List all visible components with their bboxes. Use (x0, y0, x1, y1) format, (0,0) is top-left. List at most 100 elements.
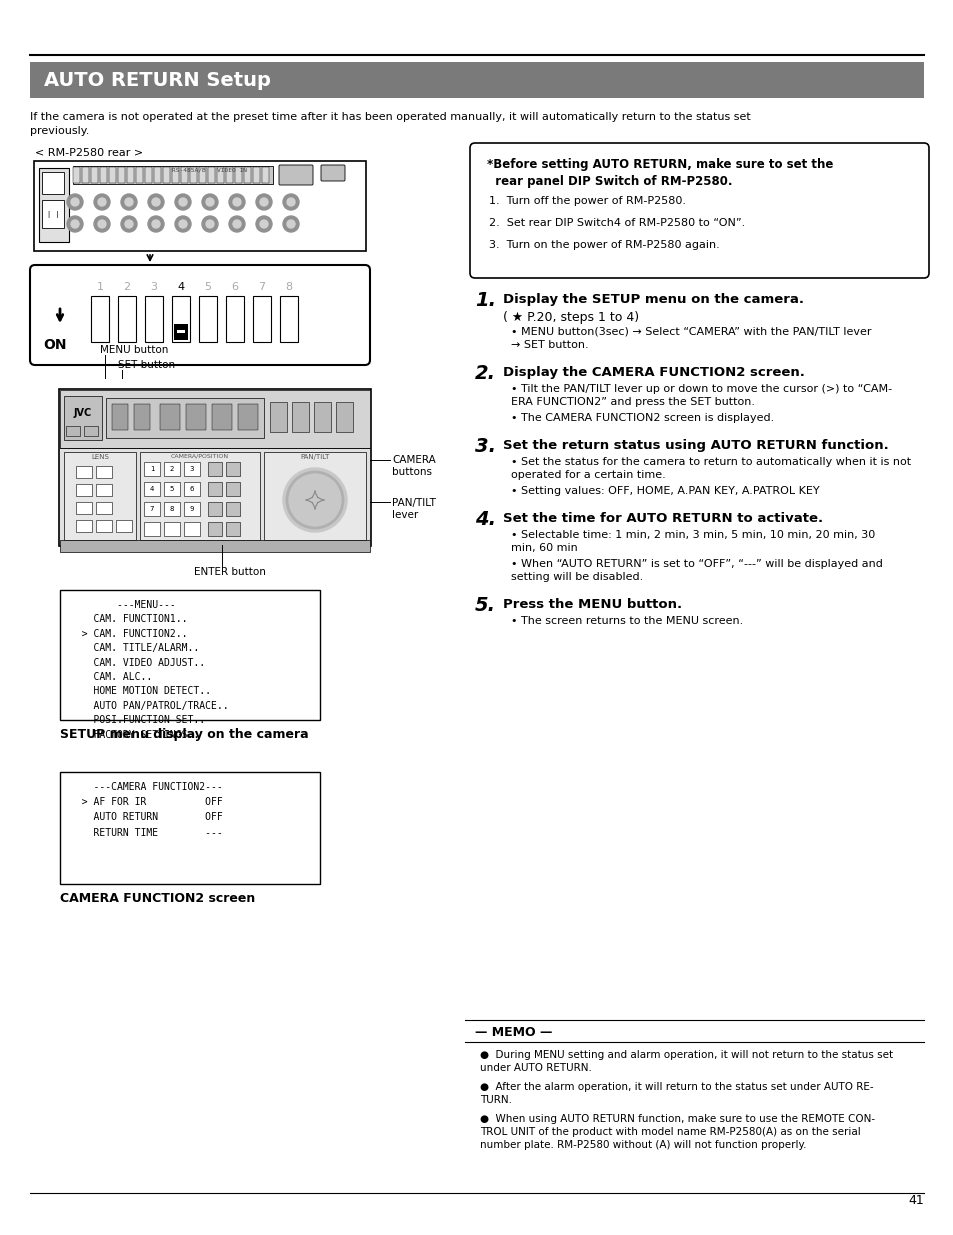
Text: 2.: 2. (475, 364, 496, 383)
Bar (118, 296, 136, 342)
Bar (212, 404, 232, 430)
Circle shape (148, 194, 164, 210)
Circle shape (125, 220, 132, 228)
Bar (226, 167, 233, 183)
Bar (208, 522, 222, 536)
Bar (76, 501, 91, 514)
Bar (164, 462, 180, 475)
Bar (84, 426, 98, 436)
Circle shape (202, 216, 218, 232)
Bar (76, 466, 91, 478)
Bar (244, 167, 251, 183)
Circle shape (287, 198, 294, 206)
Text: Display the SETUP menu on the camera.: Display the SETUP menu on the camera. (502, 293, 803, 306)
Circle shape (233, 198, 241, 206)
Bar (237, 404, 257, 430)
Bar (335, 403, 353, 432)
Bar (208, 167, 214, 183)
Text: 41: 41 (907, 1194, 923, 1207)
Text: • Selectable time: 1 min, 2 min, 3 min, 5 min, 10 min, 20 min, 30
min, 60 min: • Selectable time: 1 min, 2 min, 3 min, … (511, 530, 874, 553)
Circle shape (283, 216, 298, 232)
Text: ---MENU---
    CAM. FUNCTION1..
  > CAM. FUNCTION2..
    CAM. TITLE/ALARM..
    : ---MENU--- CAM. FUNCTION1.. > CAM. FUNCT… (70, 600, 229, 740)
Text: PAN/TILT: PAN/TILT (300, 454, 330, 459)
Text: ●  When using AUTO RETURN function, make sure to use the REMOTE CON-
TROL UNIT o: ● When using AUTO RETURN function, make … (479, 1114, 874, 1150)
Bar (208, 501, 222, 516)
Bar (96, 484, 112, 496)
Text: ON: ON (43, 338, 67, 352)
Bar (112, 404, 128, 430)
Text: 7: 7 (150, 506, 154, 513)
Text: 1.: 1. (475, 291, 496, 310)
Bar (133, 404, 150, 430)
Bar (226, 482, 240, 496)
Text: • Setting values: OFF, HOME, A.PAN KEY, A.PATROL KEY: • Setting values: OFF, HOME, A.PAN KEY, … (511, 487, 819, 496)
Bar (73, 165, 273, 184)
Text: 6: 6 (232, 282, 238, 291)
Bar (216, 167, 224, 183)
Bar (96, 501, 112, 514)
Bar (172, 167, 179, 183)
Text: • Tilt the PAN/TILT lever up or down to move the cursor (>) to “CAM-
ERA FUNCTIO: • Tilt the PAN/TILT lever up or down to … (511, 384, 891, 408)
Text: ---CAMERA FUNCTION2---
  > AF FOR IR          OFF
    AUTO RETURN        OFF
   : ---CAMERA FUNCTION2--- > AF FOR IR OFF A… (70, 782, 222, 837)
Text: 1.  Turn off the power of RM-P2580.: 1. Turn off the power of RM-P2580. (489, 196, 685, 206)
Text: *Before setting AUTO RETURN, make sure to set the
  rear panel DIP Switch of RM-: *Before setting AUTO RETURN, make sure t… (486, 158, 833, 188)
Text: • The screen returns to the MENU screen.: • The screen returns to the MENU screen. (511, 616, 742, 626)
Circle shape (148, 216, 164, 232)
Bar (76, 484, 91, 496)
Circle shape (283, 468, 347, 532)
Text: 9: 9 (190, 506, 194, 513)
Bar (163, 167, 170, 183)
Text: 8: 8 (170, 506, 174, 513)
Bar (314, 403, 331, 432)
Text: Set the time for AUTO RETURN to activate.: Set the time for AUTO RETURN to activate… (502, 513, 822, 525)
Text: RS-485A/B   VIDEO IN: RS-485A/B VIDEO IN (172, 168, 247, 173)
Text: • The CAMERA FUNCTION2 screen is displayed.: • The CAMERA FUNCTION2 screen is display… (511, 412, 774, 424)
Text: 4.: 4. (475, 510, 496, 529)
Bar (181, 167, 188, 183)
Bar (144, 501, 160, 516)
Text: 7: 7 (258, 282, 265, 291)
Bar (76, 520, 91, 532)
Text: Display the CAMERA FUNCTION2 screen.: Display the CAMERA FUNCTION2 screen. (502, 366, 804, 379)
Bar (145, 167, 152, 183)
Bar (96, 520, 112, 532)
Circle shape (283, 194, 298, 210)
Text: 6: 6 (190, 487, 194, 492)
Text: 4: 4 (177, 282, 184, 291)
Bar (116, 520, 132, 532)
Bar (173, 324, 188, 340)
Bar (39, 168, 69, 242)
Bar (64, 396, 102, 440)
Circle shape (174, 194, 191, 210)
Circle shape (179, 220, 187, 228)
Text: 5.: 5. (475, 597, 496, 615)
Circle shape (206, 220, 213, 228)
Circle shape (152, 220, 160, 228)
Text: CAMERA/POSITION: CAMERA/POSITION (171, 454, 229, 459)
FancyBboxPatch shape (320, 165, 345, 182)
Text: MENU button: MENU button (100, 345, 168, 354)
Bar (106, 398, 264, 438)
Bar (208, 482, 222, 496)
Bar (64, 452, 136, 540)
Bar (226, 522, 240, 536)
Bar (199, 296, 216, 342)
Bar (153, 167, 161, 183)
Bar (184, 462, 200, 475)
Circle shape (202, 194, 218, 210)
Text: | |: | | (47, 210, 59, 217)
Circle shape (71, 220, 79, 228)
Circle shape (174, 216, 191, 232)
Bar (66, 426, 80, 436)
Bar (144, 482, 160, 496)
Bar (184, 482, 200, 496)
Bar (208, 462, 222, 475)
Bar (118, 167, 125, 183)
Text: 1: 1 (150, 466, 154, 472)
Bar (91, 167, 98, 183)
Circle shape (229, 216, 245, 232)
Circle shape (125, 198, 132, 206)
Text: If the camera is not operated at the preset time after it has been operated manu: If the camera is not operated at the pre… (30, 112, 750, 136)
Bar (144, 462, 160, 475)
Bar (292, 403, 309, 432)
